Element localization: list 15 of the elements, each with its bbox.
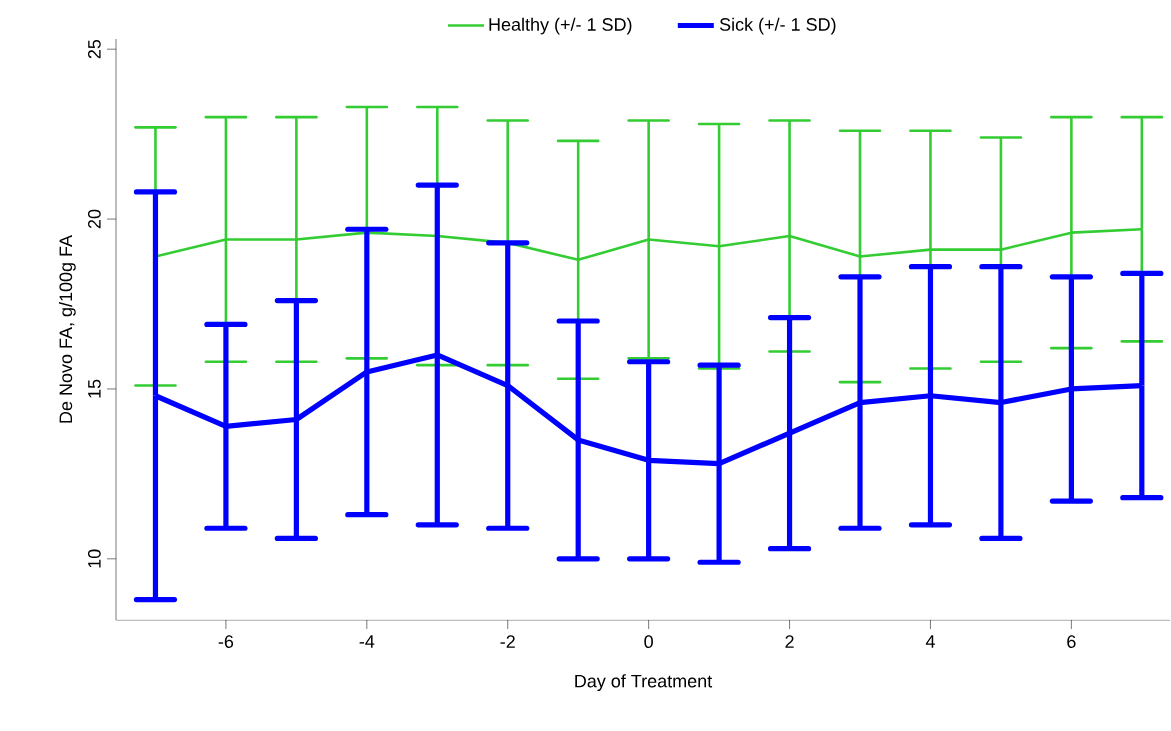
x-tick-label: -2 xyxy=(500,635,515,648)
y-tick-label: 15 xyxy=(88,379,101,398)
x-tick-label: 4 xyxy=(925,635,935,648)
y-axis-title: De Novo FA, g/100g FA xyxy=(58,234,76,423)
x-tick-label: 0 xyxy=(644,635,653,648)
x-tick-label: -4 xyxy=(359,635,375,648)
x-tick-label: -6 xyxy=(218,635,234,648)
x-axis-title: Day of Treatment xyxy=(575,674,713,692)
legend-label: Healthy (+/- 1 SD) xyxy=(489,17,632,35)
x-tick-label: 2 xyxy=(785,635,794,648)
x-tick-label: 6 xyxy=(1067,635,1076,648)
y-tick-label: 10 xyxy=(88,549,101,568)
legend-label: Sick (+/- 1 SD) xyxy=(719,17,836,35)
y-tick-label: 25 xyxy=(88,39,101,59)
y-tick-label: 20 xyxy=(88,209,101,229)
